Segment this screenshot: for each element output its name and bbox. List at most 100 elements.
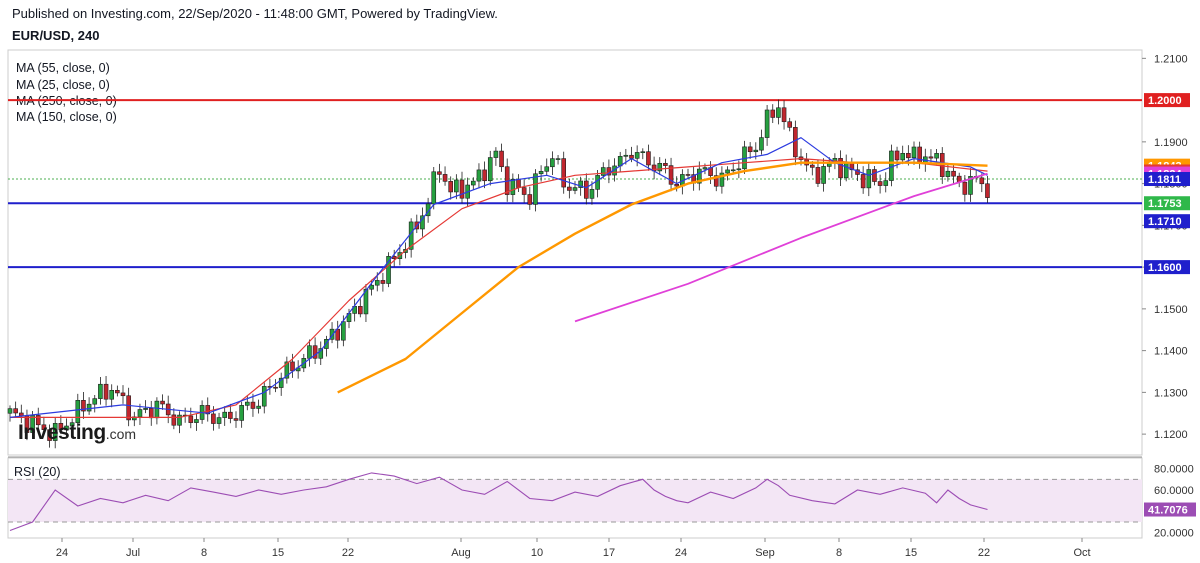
- candle-body: [278, 377, 284, 388]
- candle-body: [233, 418, 239, 421]
- x-tick-label: 10: [531, 547, 543, 559]
- candle-body: [120, 392, 126, 397]
- candle-body: [527, 194, 533, 205]
- price-label-box: [1144, 260, 1190, 275]
- candle-body: [906, 153, 911, 159]
- rsi-tick-label: 60.0000: [1154, 485, 1194, 497]
- candle-body: [194, 419, 199, 423]
- candle-body: [363, 288, 369, 315]
- candle-body: [86, 403, 92, 412]
- candle-body: [126, 395, 131, 421]
- legend-ma-25: MA (25, close, 0): [16, 78, 110, 92]
- candle-body: [567, 186, 572, 191]
- price-label-box: [1144, 196, 1190, 211]
- candle-body: [589, 189, 595, 199]
- published-header: Published on Investing.com, 22/Sep/2020 …: [12, 6, 498, 21]
- candle-body: [555, 158, 561, 160]
- candle-body: [386, 256, 391, 284]
- candle-body: [115, 390, 120, 394]
- candle-body: [889, 150, 894, 181]
- candle-body: [369, 284, 374, 290]
- candle-body: [533, 173, 538, 205]
- x-tick-label: 8: [201, 547, 207, 559]
- x-tick-label: 15: [905, 547, 917, 559]
- candle-body: [815, 167, 821, 184]
- rsi-current-label: 41.7076: [1148, 505, 1188, 517]
- candle-body: [866, 169, 872, 189]
- candle-body: [713, 175, 719, 187]
- candle-body: [454, 179, 459, 193]
- candle-body: [216, 417, 222, 424]
- candle-body: [595, 175, 600, 190]
- price-label: 1.1600: [1148, 262, 1182, 274]
- candle-body: [318, 348, 324, 359]
- candle-body: [64, 425, 69, 431]
- candle-body: [968, 176, 973, 195]
- candle-body: [374, 280, 380, 286]
- price-label-box: [1144, 93, 1190, 108]
- candle-body: [58, 423, 64, 431]
- candle-body: [770, 109, 776, 118]
- candle-body: [92, 398, 98, 405]
- candle-body: [154, 400, 160, 419]
- candle-body: [143, 408, 148, 410]
- candle-body: [702, 167, 708, 170]
- rsi-tick-label: 80.0000: [1154, 464, 1194, 476]
- x-tick-label: 24: [675, 547, 687, 559]
- investing-logo: Investing.com: [18, 421, 137, 444]
- candle-body: [985, 183, 990, 198]
- candle-body: [160, 400, 165, 405]
- candle-body: [437, 171, 442, 175]
- candle-body: [674, 183, 680, 187]
- candle-body: [640, 151, 646, 154]
- candle-body: [583, 180, 589, 199]
- candle-body: [759, 137, 764, 151]
- candle-body: [951, 170, 956, 177]
- ma-55-line: [10, 158, 988, 418]
- x-tick-label: Sep: [755, 547, 775, 559]
- candle-body: [725, 169, 730, 174]
- candle-body: [764, 109, 770, 138]
- price-label: 1.2000: [1148, 95, 1182, 107]
- legend-ma-150: MA (150, close, 0): [16, 110, 117, 124]
- x-tick-label: 22: [342, 547, 354, 559]
- y-tick-label: 1.1500: [1154, 304, 1188, 316]
- candle-body: [148, 408, 154, 419]
- candle-body: [544, 166, 550, 172]
- rsi-tick-label: 20.0000: [1154, 528, 1194, 540]
- candle-body: [487, 157, 493, 182]
- candle-body: [730, 169, 736, 172]
- x-tick-label: Oct: [1073, 547, 1090, 559]
- ma-25-line: [9, 137, 988, 418]
- candle-body: [979, 177, 985, 185]
- candle-body: [41, 424, 47, 431]
- price-label: 1.1811: [1148, 174, 1181, 186]
- x-tick-label: 8: [836, 547, 842, 559]
- candle-body: [747, 146, 753, 153]
- y-tick-label: 1.2100: [1154, 53, 1188, 65]
- candle-body: [442, 174, 448, 182]
- candle-body: [685, 174, 691, 176]
- candle-body: [98, 383, 103, 399]
- rsi-line: [9, 472, 988, 532]
- rsi-band: [8, 479, 1142, 522]
- y-tick-label: 1.1400: [1154, 346, 1188, 358]
- candle-body: [420, 215, 425, 230]
- candle-body: [205, 405, 211, 415]
- y-tick-label: 1.1200: [1154, 429, 1188, 441]
- candle-body: [793, 127, 798, 158]
- candle-body: [821, 166, 826, 184]
- candle-body: [75, 400, 81, 423]
- price-label-box: [1144, 214, 1190, 229]
- candle-body: [634, 152, 640, 159]
- candle-body: [838, 158, 843, 179]
- candle-body: [600, 167, 606, 176]
- candle-body: [52, 423, 58, 441]
- candle-body: [521, 187, 527, 195]
- candle-body: [18, 412, 24, 417]
- candle-body: [736, 168, 742, 171]
- candle-body: [877, 181, 883, 186]
- candle-body: [776, 107, 781, 118]
- price-label-box: [1144, 172, 1190, 187]
